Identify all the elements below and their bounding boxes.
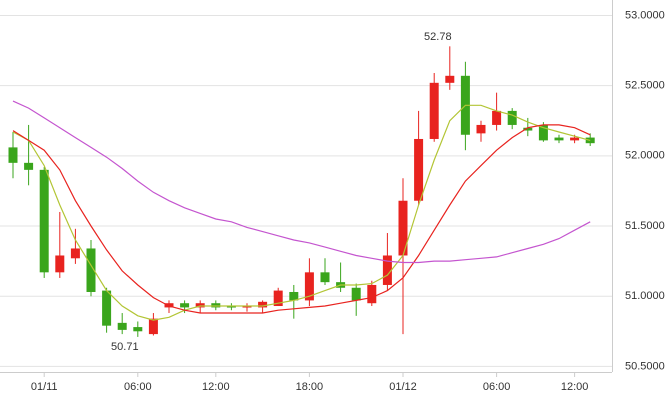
candle-body (55, 255, 65, 273)
y-tick-label: 52.5000 (625, 80, 665, 92)
x-tick-label: 18:00 (296, 381, 324, 393)
candle-body (39, 169, 49, 273)
candle-body (538, 124, 548, 141)
candle-body (226, 306, 236, 308)
candle-body (258, 301, 268, 308)
x-tick-label: 01/11 (31, 381, 58, 393)
candle-body (148, 318, 158, 335)
candle-body (492, 110, 502, 125)
high-annotation: 52.78 (424, 31, 452, 43)
candle-body (180, 303, 190, 308)
x-tick-label: 06:00 (483, 381, 511, 393)
candle-body (414, 138, 424, 201)
candle-body (86, 248, 96, 292)
y-tick-label: 51.0000 (625, 290, 665, 302)
candle-body (117, 322, 127, 330)
y-tick-label: 53.0000 (625, 9, 665, 21)
y-tick-label: 52.0000 (625, 150, 665, 162)
candle-body (304, 272, 314, 301)
candle-body (351, 287, 361, 301)
average-line (12, 104, 591, 321)
candle-body (398, 200, 408, 256)
candle-body (273, 290, 283, 307)
candle-body (570, 137, 580, 141)
candle-body (242, 306, 252, 308)
y-tick-label: 50.5000 (625, 360, 665, 372)
candle-body (211, 303, 221, 308)
candle-body (102, 290, 112, 326)
candle-body (476, 124, 486, 134)
candle-body (70, 248, 80, 259)
low-annotation: 50.71 (111, 341, 139, 353)
candle-body (429, 82, 439, 139)
candle-body (24, 162, 34, 170)
candle-body (195, 303, 205, 308)
x-tick-label: 01/12 (389, 381, 417, 393)
candle-body (367, 284, 377, 304)
candle-body (320, 272, 330, 283)
candle-body (554, 137, 564, 141)
candle-body (8, 147, 18, 163)
average-line (12, 124, 591, 314)
candle-body (382, 255, 392, 285)
candle-body (133, 327, 143, 332)
x-tick-label: 12:00 (202, 381, 230, 393)
candle-body (289, 291, 299, 301)
candle-body (507, 110, 517, 125)
candle-body (445, 75, 455, 83)
candle-body (523, 127, 533, 131)
x-tick-label: 12:00 (561, 381, 589, 393)
average-line (12, 100, 591, 264)
y-tick-label: 51.5000 (625, 220, 665, 232)
x-tick-label: 06:00 (124, 381, 152, 393)
